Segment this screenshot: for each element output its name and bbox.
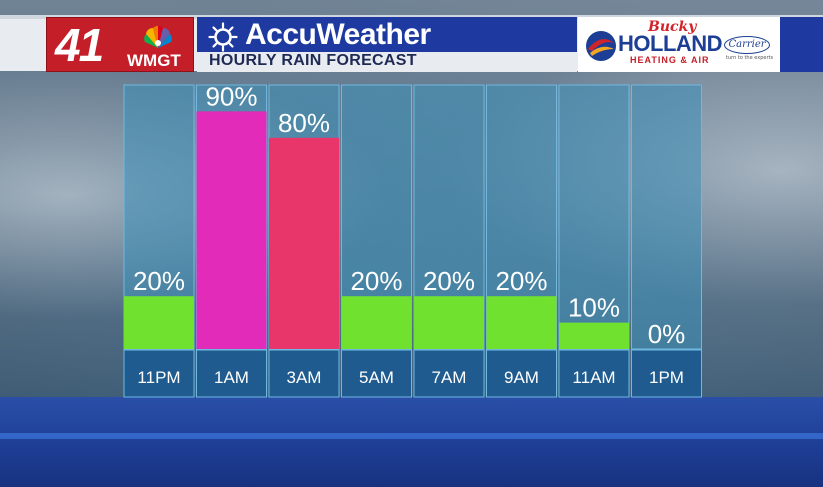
station-number: 41: [55, 19, 104, 71]
sponsor-emblem-icon: [586, 31, 616, 61]
bar: [124, 296, 194, 349]
subtitle-strip: HOURLY RAIN FORECAST: [197, 52, 577, 72]
header-blue-edge: [780, 17, 823, 72]
category-box: [486, 349, 557, 398]
tick-label: 1AM: [214, 368, 249, 387]
bar: [414, 296, 484, 349]
data-label: 20%: [350, 266, 402, 296]
data-label: 20%: [133, 266, 185, 296]
category-box: [631, 349, 702, 398]
partner-tagline: turn to the experts: [726, 55, 774, 61]
chart-title: HOURLY RAIN FORECAST: [209, 52, 417, 69]
bar: [559, 322, 629, 349]
tick-label: 3AM: [287, 368, 322, 387]
bar: [269, 137, 339, 349]
tick-label: 7AM: [432, 368, 467, 387]
station-call-letters: WMGT: [127, 51, 181, 70]
tick-label: 5AM: [359, 368, 394, 387]
tick-label: 11AM: [572, 368, 615, 387]
category-box: [413, 349, 485, 398]
data-label: 0%: [648, 319, 686, 349]
bar: [196, 111, 267, 350]
sun-icon: [208, 22, 238, 52]
data-label: 90%: [205, 81, 257, 111]
category-box: [196, 349, 267, 398]
sponsor-tagline: HEATING & AIR: [630, 55, 710, 65]
sponsor-script: Bucky: [648, 19, 697, 35]
sponsor-logo: Bucky HOLLAND HEATING & AIR Carrier turn…: [578, 17, 780, 72]
data-label: 20%: [495, 266, 547, 296]
tick-label: 1PM: [649, 368, 684, 387]
tick-label: 11PM: [137, 368, 180, 387]
bottom-band: [0, 397, 823, 487]
category-box: [123, 349, 195, 398]
tick-label: 9AM: [504, 368, 539, 387]
station-logo: 41 WMGT: [46, 17, 194, 72]
partner-logo: Carrier: [724, 36, 770, 54]
category-box: [341, 349, 412, 398]
column-bg: [631, 84, 702, 350]
category-box: [558, 349, 630, 398]
bar: [341, 296, 412, 349]
category-box: [268, 349, 340, 398]
data-label: 20%: [423, 266, 475, 296]
sponsor-name: HOLLAND: [618, 31, 723, 56]
accuweather-brand: AccuWeather: [245, 18, 431, 51]
data-label: 80%: [278, 108, 330, 138]
bar: [486, 296, 557, 349]
data-label: 10%: [568, 293, 620, 323]
peacock-icon: [144, 25, 172, 48]
column-bg: [558, 84, 630, 350]
